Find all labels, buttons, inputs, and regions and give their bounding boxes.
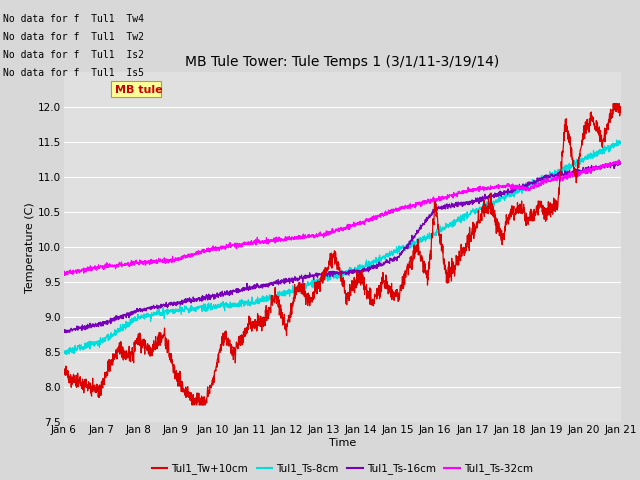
Tul1_Tw+10cm [601,125,609,131]
Tul1_Ts-16cm [62,330,70,336]
Tul1_Ts-8cm [601,147,609,153]
Tul1_Ts-8cm [60,350,68,356]
Tul1_Ts-8cm [601,143,609,149]
Tul1_Ts-8cm [316,276,324,281]
Tul1_Ts-16cm [601,164,609,169]
Tul1_Ts-32cm [316,229,324,235]
Tul1_Ts-32cm [601,162,609,168]
Text: No data for f  Tul1  Tw2: No data for f Tul1 Tw2 [3,32,144,42]
Tul1_Tw+10cm [617,108,625,114]
Text: No data for f  Tul1  Is2: No data for f Tul1 Is2 [3,50,144,60]
Tul1_Tw+10cm [331,249,339,254]
Text: No data for f  Tul1  Is5: No data for f Tul1 Is5 [3,68,144,78]
Tul1_Ts-32cm [615,157,623,163]
Tul1_Ts-16cm [316,271,324,277]
Tul1_Tw+10cm [189,402,196,408]
Tul1_Ts-16cm [89,321,97,326]
Tul1_Ts-16cm [60,327,68,333]
Line: Tul1_Ts-32cm: Tul1_Ts-32cm [64,160,621,276]
Line: Tul1_Ts-16cm: Tul1_Ts-16cm [64,161,621,333]
Tul1_Ts-8cm [63,351,70,357]
Tul1_Ts-32cm [60,272,68,278]
Legend: Tul1_Tw+10cm, Tul1_Ts-8cm, Tul1_Ts-16cm, Tul1_Ts-32cm: Tul1_Tw+10cm, Tul1_Ts-8cm, Tul1_Ts-16cm,… [148,459,537,479]
Y-axis label: Temperature (C): Temperature (C) [25,202,35,293]
Tul1_Tw+10cm [316,276,324,281]
Tul1_Ts-32cm [499,183,506,189]
Tul1_Ts-8cm [331,275,339,281]
Line: Tul1_Tw+10cm: Tul1_Tw+10cm [64,104,621,405]
Tul1_Tw+10cm [601,139,609,144]
Tul1_Ts-8cm [499,194,506,200]
Text: MB tule: MB tule [115,85,163,95]
Line: Tul1_Ts-8cm: Tul1_Ts-8cm [64,140,621,354]
Tul1_Ts-16cm [601,165,609,171]
Tul1_Ts-8cm [612,137,620,143]
Tul1_Ts-32cm [331,228,339,234]
Tul1_Ts-32cm [61,273,68,278]
Title: MB Tule Tower: Tule Temps 1 (3/1/11-3/19/14): MB Tule Tower: Tule Temps 1 (3/1/11-3/19… [185,56,500,70]
Tul1_Ts-16cm [331,271,339,277]
Tul1_Ts-16cm [617,160,625,166]
X-axis label: Time: Time [329,438,356,448]
Tul1_Tw+10cm [609,101,617,107]
Tul1_Tw+10cm [499,231,506,237]
Tul1_Ts-8cm [89,340,97,346]
Tul1_Ts-32cm [89,266,97,272]
Text: No data for f  Tul1  Tw4: No data for f Tul1 Tw4 [3,13,144,24]
Tul1_Ts-16cm [499,190,506,195]
Tul1_Ts-16cm [616,158,623,164]
Tul1_Ts-8cm [617,139,625,144]
Tul1_Tw+10cm [88,384,96,390]
Tul1_Tw+10cm [60,367,68,372]
Tul1_Ts-32cm [617,159,625,165]
Tul1_Ts-32cm [601,163,609,168]
